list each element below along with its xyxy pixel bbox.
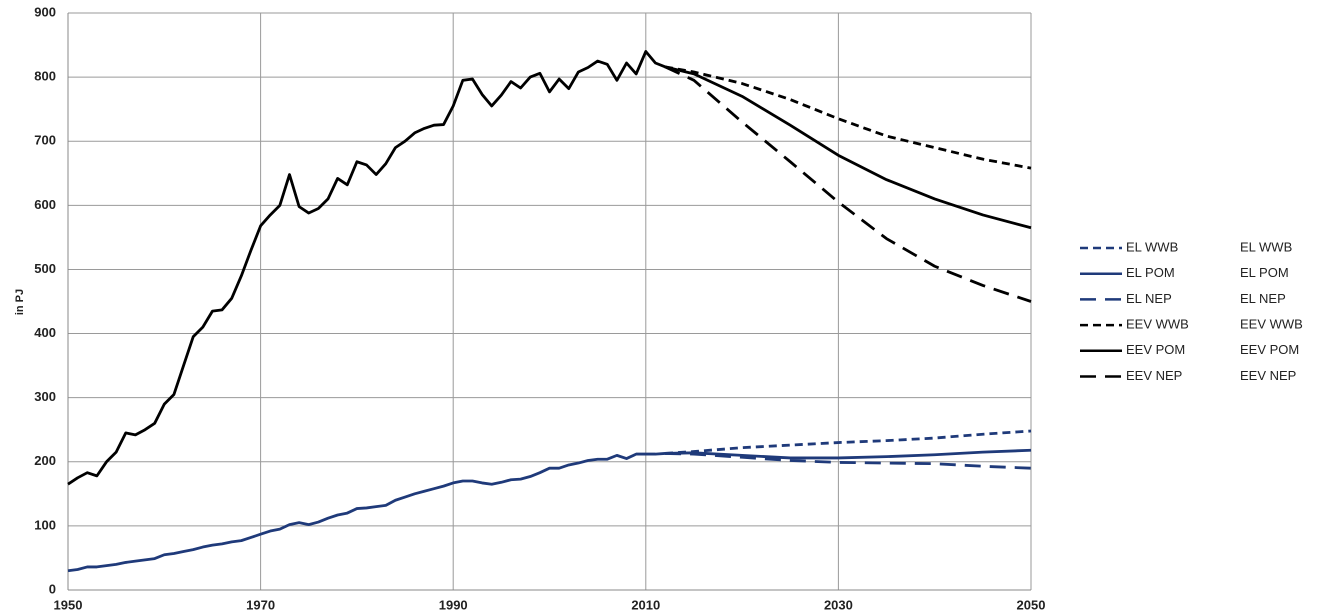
legend-label: EL WWB — [1126, 239, 1178, 254]
legend-label: EL NEP — [1126, 291, 1172, 306]
legend-label: EL POM — [1126, 265, 1175, 280]
legend-label: EEV WWB — [1240, 317, 1303, 332]
y-tick-label: 900 — [34, 4, 56, 19]
series-line — [664, 65, 1032, 303]
y-tick-label: 200 — [34, 453, 56, 468]
legend-label: EEV POM — [1126, 342, 1185, 357]
legend-label: EL WWB — [1240, 239, 1292, 254]
y-axis-label: in PJ — [14, 289, 26, 315]
legend-label: EEV WWB — [1126, 317, 1189, 332]
x-tick-label: 2030 — [824, 597, 853, 612]
y-tick-label: 300 — [34, 389, 56, 404]
x-tick-label: 1990 — [439, 597, 468, 612]
legend-label: EL POM — [1240, 265, 1289, 280]
y-tick-label: 700 — [34, 133, 56, 148]
y-tick-label: 400 — [34, 325, 56, 340]
series-line — [67, 448, 1032, 573]
y-tick-label: 800 — [34, 69, 56, 84]
legend-label: EEV NEP — [1126, 368, 1182, 383]
x-tick-label: 2050 — [1017, 597, 1046, 612]
y-tick-label: 600 — [34, 197, 56, 212]
x-tick-label: 1970 — [246, 597, 275, 612]
legend-label: EEV POM — [1240, 342, 1299, 357]
series-line — [664, 65, 1032, 170]
series-line — [67, 50, 1032, 486]
y-tick-label: 100 — [34, 517, 56, 532]
series-line — [664, 429, 1032, 455]
y-tick-label: 0 — [49, 581, 56, 596]
x-tick-label: 2010 — [631, 597, 660, 612]
y-tick-label: 500 — [34, 261, 56, 276]
x-tick-label: 1950 — [54, 597, 83, 612]
legend-label: EL NEP — [1240, 291, 1286, 306]
series-line — [665, 452, 1032, 470]
legend-label: EEV NEP — [1240, 368, 1296, 383]
